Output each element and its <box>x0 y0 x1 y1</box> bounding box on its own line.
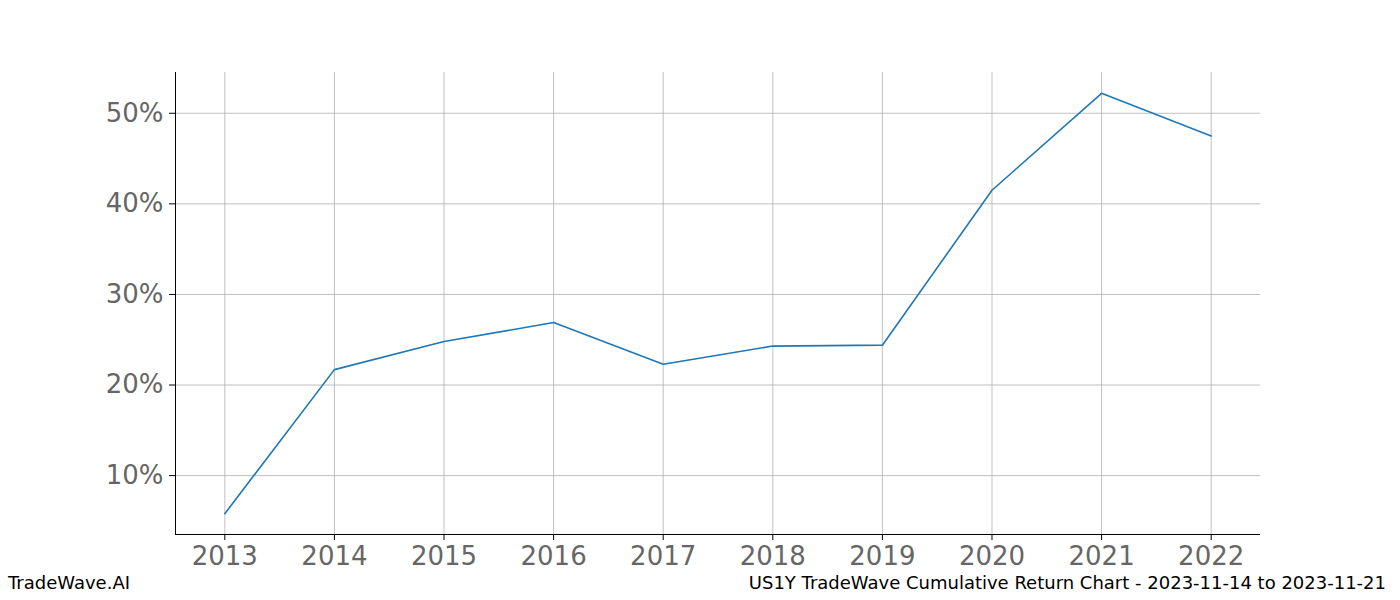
svg-text:2017: 2017 <box>630 541 696 570</box>
svg-text:2013: 2013 <box>192 541 258 570</box>
svg-text:2018: 2018 <box>740 541 806 570</box>
svg-text:2019: 2019 <box>849 541 915 570</box>
svg-text:2016: 2016 <box>521 541 587 570</box>
svg-text:20%: 20% <box>106 369 164 399</box>
svg-text:2020: 2020 <box>959 541 1025 570</box>
svg-text:40%: 40% <box>106 188 164 218</box>
svg-text:10%: 10% <box>106 460 164 490</box>
svg-text:2014: 2014 <box>301 541 367 570</box>
html-text:TradeWave.AI: TradeWave.AI <box>8 572 130 593</box>
svg-text:2015: 2015 <box>411 541 477 570</box>
svg-text:2021: 2021 <box>1068 541 1134 570</box>
svg-text:30%: 30% <box>106 279 164 309</box>
html-text:US1Y TradeWave Cumulative Retu: US1Y TradeWave Cumulative Return Chart -… <box>748 572 1386 593</box>
svg-text:2022: 2022 <box>1178 541 1244 570</box>
svg-text:50%: 50% <box>106 98 164 128</box>
